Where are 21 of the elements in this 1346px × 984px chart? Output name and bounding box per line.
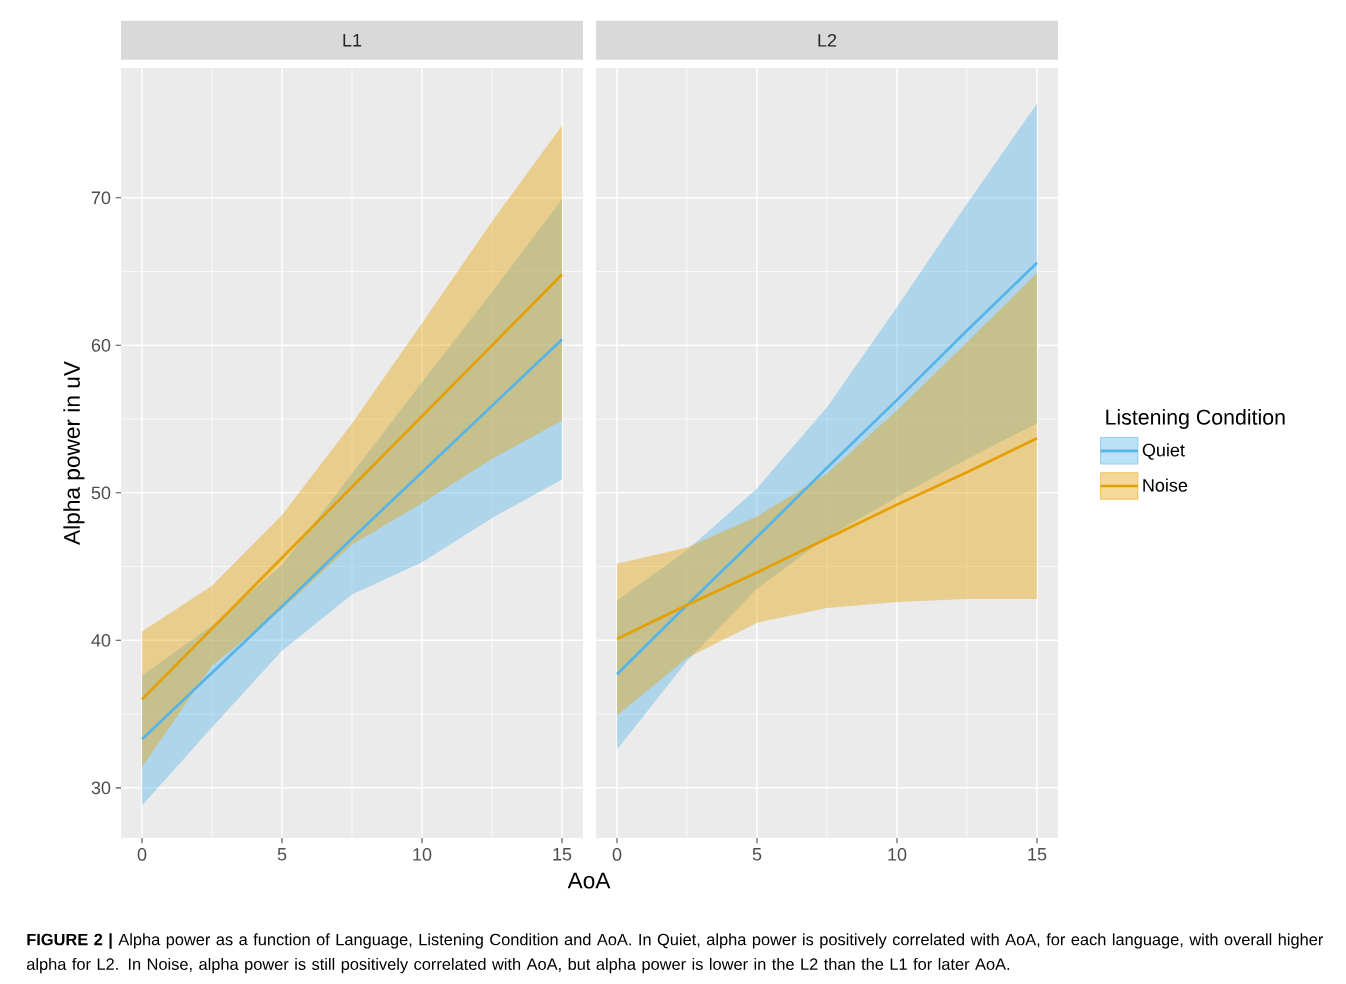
x-axis-title: AoA	[567, 872, 611, 889]
y-tick-label: 70	[91, 191, 111, 205]
y-tick-label: 60	[91, 338, 111, 352]
legend-label: Quiet	[1142, 443, 1185, 460]
x-tick-label: 15	[553, 848, 572, 861]
y-tick-label: 50	[91, 486, 111, 500]
x-tick-label: 10	[888, 848, 907, 861]
x-tick-label: 0	[137, 848, 147, 861]
y-tick-label: 30	[91, 781, 111, 795]
legend-label: Noise	[1143, 478, 1188, 492]
chart-title: L2	[818, 33, 837, 47]
text: FIGURE 2 | Alpha power as a function of Language, Listening Condition and AoA. In Quiet, alpha power is positively correlated with AoA, for each language, with overall higher alpha for L2. In Noise, alpha power is still positively correlated with AoA, but alpha power is lower in the L2 than the L1 for later AoA.	[26, 933, 1324, 974]
x-tick-label: 5	[752, 848, 762, 861]
legend-title: Listening Condition	[1106, 409, 1285, 429]
x-tick-label: 5	[277, 848, 287, 861]
x-tick-label: 15	[1028, 848, 1047, 861]
chart-title: L1	[343, 34, 362, 47]
x-tick-label: 0	[612, 848, 622, 861]
y-tick-label: 40	[91, 633, 111, 647]
y-axis-title: Alpha power in uV	[63, 361, 85, 545]
x-tick-label: 10	[413, 848, 432, 861]
